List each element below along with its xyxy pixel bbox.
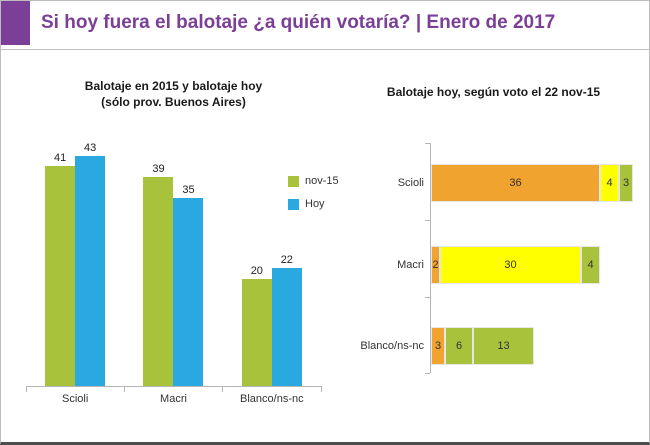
right-chart-plot-area: Scioli 36 4 3 Macri 2 30 4 Blanco/ns-nc 3 6 13 xyxy=(346,133,641,388)
axis-tick xyxy=(425,297,430,298)
left-chart-category-axis: Scioli Macri Blanco/ns-nc xyxy=(26,393,321,405)
header-accent-block xyxy=(1,1,30,45)
segments-macri: 2 30 4 xyxy=(431,246,600,284)
segment: 4 xyxy=(581,246,600,284)
segments-scioli: 36 4 3 xyxy=(431,164,633,202)
row-label-macri: Macri xyxy=(397,259,424,271)
left-chart-legend: nov-15 Hoy xyxy=(288,175,339,210)
segment: 13 xyxy=(473,327,534,365)
segment: 3 xyxy=(619,164,633,202)
bar-value-label: 35 xyxy=(182,184,195,196)
legend-label: Hoy xyxy=(305,198,325,210)
bar xyxy=(75,156,106,386)
segment-value-label: 6 xyxy=(455,340,463,352)
bar-macri-nov-15: 39 xyxy=(143,121,174,386)
stacked-bar-row-macri: Macri 2 30 4 xyxy=(346,246,641,284)
segment-value-label: 36 xyxy=(509,177,522,189)
bar-value-label: 43 xyxy=(84,142,97,154)
left-chart-title: Balotaje en 2015 y balotaje hoy xyxy=(84,79,263,93)
stacked-bar-row-blanco-ns-nc: Blanco/ns-nc 3 6 13 xyxy=(346,327,641,365)
grouped-bar-chart: Balotaje en 2015 y balotaje hoy (sólo pr… xyxy=(16,63,339,435)
bar-value-label: 39 xyxy=(152,163,165,175)
left-chart-subtitle: (sólo prov. Buenos Aires) xyxy=(101,94,246,109)
row-label-scioli: Scioli xyxy=(397,177,424,189)
bar-value-label: 22 xyxy=(280,254,293,266)
legend-swatch xyxy=(288,198,299,210)
bar-group-macri: 39 35 xyxy=(143,121,204,386)
axis-tick xyxy=(425,220,430,221)
legend-item-hoy: Hoy xyxy=(288,198,339,210)
bar-scioli-nov-15: 41 xyxy=(45,121,76,386)
category-axis-line xyxy=(430,143,431,373)
left-chart-plot-area: 41 43 39 35 20 22 xyxy=(25,121,322,392)
stacked-bar-row-scioli: Scioli 36 4 3 xyxy=(346,164,641,202)
segments-blanco-ns-nc: 3 6 13 xyxy=(431,327,534,365)
row-label-blanco-ns-nc: Blanco/ns-nc xyxy=(360,340,424,352)
segment-value-label: 3 xyxy=(434,340,442,352)
legend-item-nov-15: nov-15 xyxy=(288,175,339,187)
segment-value-label: 2 xyxy=(432,259,439,271)
bar-group-scioli: 41 43 xyxy=(45,121,106,386)
category-label-blanco-ns-nc: Blanco/ns-nc xyxy=(240,393,304,405)
category-label-scioli: Scioli xyxy=(62,393,89,405)
bar-value-label: 41 xyxy=(54,152,67,164)
bar-value-label: 20 xyxy=(250,265,263,277)
legend-label: nov-15 xyxy=(305,175,339,187)
segment: 3 xyxy=(431,327,445,365)
segment: 6 xyxy=(445,327,473,365)
bar xyxy=(241,279,272,386)
right-chart-title: Balotaje hoy, según voto el 22 nov-15 xyxy=(386,85,601,99)
slide-header: Si hoy fuera el balotaje ¿a quién votarí… xyxy=(1,1,649,50)
segment: 2 xyxy=(431,246,440,284)
axis-tick xyxy=(425,143,430,144)
bar xyxy=(143,177,174,386)
bar xyxy=(45,166,76,386)
segment: 4 xyxy=(600,164,619,202)
stacked-bar-chart: Balotaje hoy, según voto el 22 nov-15 Sc… xyxy=(346,63,641,435)
segment-value-label: 3 xyxy=(622,177,630,189)
legend-swatch xyxy=(288,175,299,187)
bar-blanco-ns-nc-nov-15: 20 xyxy=(241,121,272,386)
bar xyxy=(271,268,302,386)
axis-tick xyxy=(25,386,27,392)
axis-tick xyxy=(222,386,224,392)
category-label-macri: Macri xyxy=(160,393,187,405)
axis-tick xyxy=(425,373,430,374)
segment-value-label: 4 xyxy=(587,259,594,271)
bar-macri-hoy: 35 xyxy=(173,121,204,386)
axis-tick xyxy=(123,386,125,392)
bar-group-blanco-ns-nc: 20 22 xyxy=(241,121,302,386)
segment-value-label: 13 xyxy=(497,340,510,352)
segment-value-label: 30 xyxy=(504,259,517,271)
segment-value-label: 4 xyxy=(606,177,613,189)
bar xyxy=(173,198,204,386)
axis-tick xyxy=(320,386,322,392)
slide-title: Si hoy fuera el balotaje ¿a quién votarí… xyxy=(41,12,556,33)
segment: 30 xyxy=(440,246,581,284)
bar-scioli-hoy: 43 xyxy=(75,121,106,386)
segment: 36 xyxy=(431,164,600,202)
bar-blanco-ns-nc-hoy: 22 xyxy=(271,121,302,386)
